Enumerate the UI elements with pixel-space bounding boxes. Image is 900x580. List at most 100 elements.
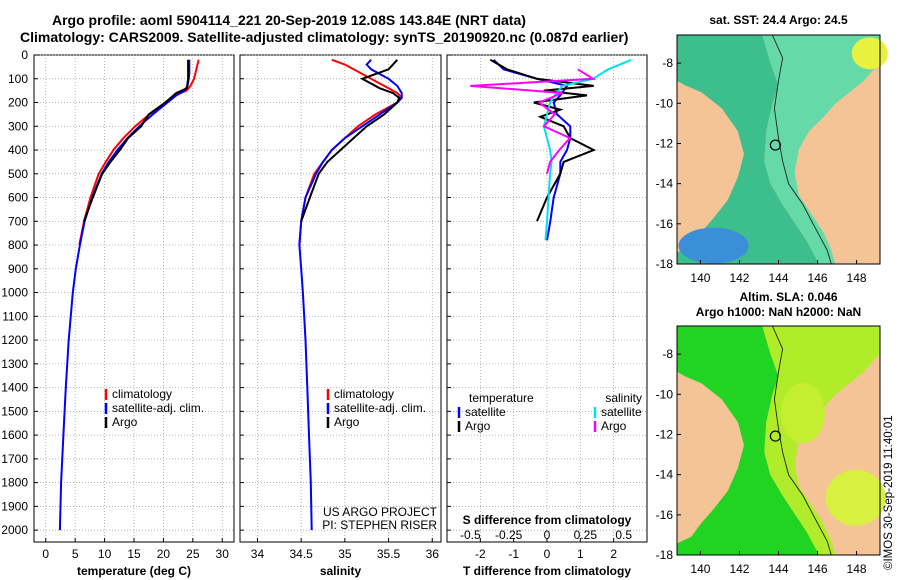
map-y-tick-label: -18 (656, 257, 674, 271)
map-x-tick-label: 142 (729, 271, 749, 285)
legend-label: satellite (465, 405, 506, 419)
legend-label: satellite-adj. clim. (334, 401, 426, 415)
legend-label: Argo (112, 415, 138, 429)
x-tick-label: 30 (216, 547, 230, 561)
map-y-tick-label: -16 (656, 217, 674, 231)
depth-tick-label: 800 (8, 238, 28, 252)
map-x-tick-label: 148 (847, 271, 867, 285)
x-tick-label: 34.5 (289, 547, 313, 561)
legend-label: satellite (601, 405, 642, 419)
x-tick-label: 35 (338, 547, 352, 561)
x-tick-label: 2 (610, 547, 617, 561)
map-y-tick-label: -8 (662, 56, 673, 70)
map-y-tick-label: -12 (656, 427, 674, 441)
x-tick-label: 5 (72, 547, 79, 561)
figure-title-line2: Climatology: CARS2009. Satellite-adjuste… (20, 29, 629, 45)
argo-position-marker (769, 430, 781, 442)
s-tick-label: 0.5 (615, 528, 632, 542)
panel-salinity: 34 34.5 35 35.5 36 salinity climatologysatelli… (239, 54, 442, 578)
ocean-field (677, 35, 820, 264)
ocean-field (762, 35, 880, 264)
depth-tick-label: 300 (8, 119, 28, 133)
x-tick-label: 1 (577, 547, 584, 561)
series-satellite-adj-clim- (58, 59, 191, 531)
s-tick-label: -0.5 (460, 528, 481, 542)
series-climatology (298, 58, 404, 246)
x-axis-label: salinity (320, 564, 362, 578)
map-x-tick-label: 140 (690, 562, 710, 576)
x-tick-label: 0 (42, 547, 49, 561)
map-y-tick-label: -14 (656, 468, 674, 482)
series-argo (300, 59, 401, 222)
figure-title-line1: Argo profile: aoml 5904114_221 20-Sep-20… (52, 12, 526, 28)
depth-tick-label: 0 (21, 48, 28, 62)
x-tick-label: -1 (508, 547, 519, 561)
s-tick-label: 0.25 (574, 528, 598, 542)
argo-position-marker (769, 139, 781, 151)
series-salinity-argo (470, 68, 597, 175)
credit-text: PI: STEPHEN RISER (322, 518, 437, 532)
map-y-tick-label: -8 (662, 347, 673, 361)
map-title-argo-h: Argo h1000: NaN h2000: NaN (696, 305, 861, 319)
map-y-tick-label: -10 (656, 96, 674, 110)
map-x-tick-label: 144 (768, 271, 788, 285)
map-x-tick-label: 144 (768, 562, 788, 576)
warm-patch (851, 37, 888, 70)
depth-tick-label: 900 (8, 262, 28, 276)
depth-tick-label: 600 (8, 191, 28, 205)
depth-tick-label: 1100 (2, 309, 28, 323)
legend-title-temperature: temperature (469, 391, 534, 405)
depth-tick-label: 700 (8, 214, 28, 228)
legend-label: climatology (112, 387, 172, 401)
legend-label: Argo (601, 419, 627, 433)
depth-tick-label: 1400 (1, 381, 28, 395)
depth-tick-label: 1000 (1, 286, 28, 300)
s-tick-label: 0 (544, 528, 551, 542)
x-tick-label: -2 (475, 547, 486, 561)
legend-label: satellite-adj. clim. (112, 401, 204, 415)
s-tick-label: -0.25 (495, 528, 523, 542)
map-x-tick-label: 140 (690, 271, 710, 285)
x-tick-label: 10 (98, 547, 112, 561)
map-x-tick-label: 146 (808, 562, 828, 576)
depth-contour (771, 325, 832, 556)
depth-tick-label: 400 (8, 143, 28, 157)
x-tick-label: 20 (157, 547, 171, 561)
depth-contour (771, 34, 832, 265)
depth-tick-label: 100 (8, 72, 28, 86)
x-tick-label: 25 (186, 547, 200, 561)
map-x-tick-label: 146 (808, 271, 828, 285)
depth-tick-label: 1800 (1, 476, 28, 490)
map-title-sla: Altim. SLA: 0.046 (739, 290, 837, 304)
map-y-tick-label: -10 (656, 387, 674, 401)
ocean-field (762, 326, 880, 555)
x-tick-label: 15 (127, 547, 141, 561)
ocean-field (677, 326, 820, 555)
panel-difference: -2 -1 0 1 2 T difference from climatology temp… (446, 54, 648, 578)
map-y-tick-label: -14 (656, 177, 674, 191)
depth-tick-label: 1300 (1, 357, 28, 371)
x-axis-label: T difference from climatology (463, 564, 631, 578)
x-tick-label: 35.5 (377, 547, 401, 561)
x-tick-label: 34 (251, 547, 265, 561)
x-axis-label: temperature (deg C) (77, 564, 191, 578)
legend-label: Argo (334, 415, 360, 429)
map-y-tick-label: -12 (656, 136, 674, 150)
depth-tick-label: 2000 (1, 523, 28, 537)
series-argo (83, 59, 190, 222)
series-satellite-adj-clim- (298, 59, 403, 531)
legend-title-salinity: salinity (605, 391, 642, 405)
map-y-tick-label: -18 (656, 548, 674, 562)
timestamp-stamp: ©IMOS 30-Sep-2019 11:40:01 (883, 415, 895, 570)
map-title-sst: sat. SST: 24.4 Argo: 24.5 (709, 13, 848, 27)
high-sla-patch (780, 383, 825, 444)
cool-patch (678, 227, 749, 264)
x-tick-label: 0 (544, 547, 551, 561)
credit-text: US ARGO PROJECT (323, 505, 438, 519)
depth-tick-label: 1900 (1, 499, 28, 513)
map-x-tick-label: 142 (729, 562, 749, 576)
map-sla: 140 142 144 146 148 -8 -10 -12 -14 -16 -18 Altim. S… (656, 290, 886, 576)
s-difference-label: S difference from climatology (463, 513, 632, 527)
high-sla-patch (825, 469, 886, 526)
